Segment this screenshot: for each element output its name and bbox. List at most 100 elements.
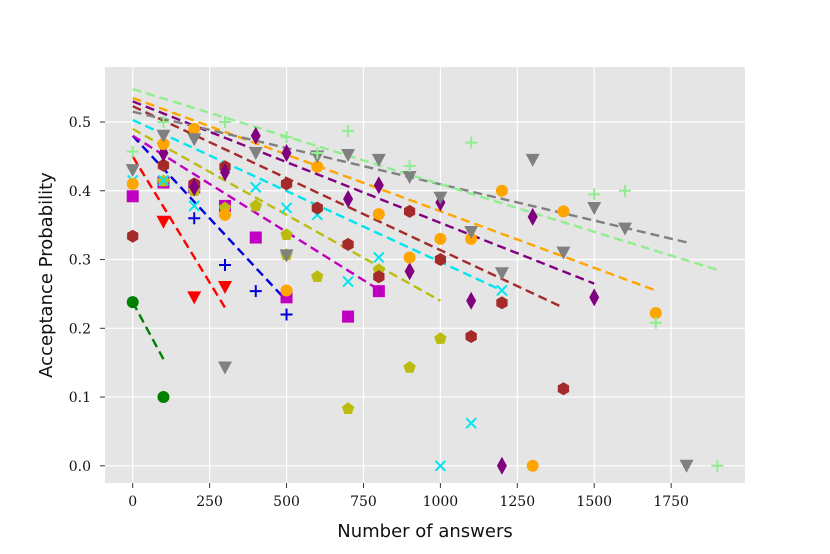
data-point — [679, 459, 694, 473]
data-point — [279, 249, 294, 263]
data-point — [125, 164, 140, 178]
data-point — [372, 208, 385, 221]
data-point — [494, 267, 509, 281]
data-point — [619, 184, 631, 197]
data-point — [466, 291, 477, 310]
data-point — [526, 459, 539, 472]
x-tick-label: 1000 — [423, 494, 459, 510]
data-point — [434, 332, 447, 344]
y-tick-label: 0.3 — [69, 253, 91, 269]
data-point — [342, 124, 355, 137]
data-point — [280, 308, 293, 321]
data-point — [126, 296, 139, 309]
data-point — [557, 382, 570, 396]
data-point — [220, 163, 230, 182]
data-point — [588, 188, 601, 201]
data-point — [557, 205, 570, 218]
data-point — [372, 285, 385, 298]
data-point — [496, 284, 508, 297]
data-point — [433, 191, 448, 205]
data-point — [465, 330, 477, 343]
data-point — [434, 253, 446, 266]
data-point — [587, 201, 602, 215]
fit-line — [132, 105, 564, 309]
data-point — [219, 208, 231, 221]
fit-line — [132, 87, 718, 271]
y-tick-label: 0.2 — [69, 321, 91, 337]
data-point — [311, 160, 324, 173]
data-point — [556, 246, 571, 260]
data-point — [188, 122, 201, 135]
data-point — [157, 174, 170, 187]
fit-line — [131, 155, 227, 309]
x-tick-label: 250 — [196, 494, 223, 510]
data-point — [434, 460, 447, 472]
data-point — [249, 231, 262, 244]
data-point — [218, 281, 232, 295]
data-point — [219, 259, 231, 272]
x-tick-label: 1250 — [499, 494, 535, 510]
data-point — [341, 149, 356, 163]
data-point — [649, 307, 662, 320]
data-point — [156, 215, 171, 229]
data-point — [373, 251, 385, 264]
fit-line — [132, 96, 657, 292]
y-tick-label: 0.5 — [69, 115, 91, 131]
data-point — [280, 228, 293, 240]
data-point — [126, 145, 139, 158]
data-point — [589, 288, 600, 307]
x-tick-label: 1750 — [653, 494, 689, 510]
plot-background — [105, 67, 745, 483]
y-tick-label: 0.4 — [69, 184, 91, 200]
data-point — [126, 190, 139, 203]
data-point — [525, 153, 540, 167]
data-point — [127, 229, 139, 243]
data-point — [404, 262, 415, 281]
fit-line — [132, 127, 441, 302]
data-point — [218, 361, 232, 375]
data-point — [341, 402, 355, 414]
data-point — [434, 232, 447, 245]
data-point — [496, 456, 507, 475]
data-point — [219, 116, 231, 129]
data-point — [343, 190, 354, 209]
fit-line — [132, 100, 595, 285]
data-point — [403, 361, 416, 373]
data-point — [187, 291, 202, 305]
data-point — [465, 417, 477, 429]
data-point — [126, 177, 139, 190]
data-point — [373, 270, 385, 284]
x-tick-label: 1500 — [576, 494, 612, 510]
data-point — [281, 143, 292, 162]
data-point — [465, 136, 478, 149]
data-point — [280, 202, 293, 214]
data-point — [527, 207, 538, 226]
data-point — [189, 178, 200, 197]
y-axis-ticks: 0.0 0.1 0.2 0.3 0.4 0.5 — [69, 115, 105, 475]
data-point — [495, 184, 508, 197]
data-point — [156, 129, 171, 143]
data-point — [402, 171, 417, 185]
data-point — [280, 284, 293, 297]
data-point — [157, 158, 170, 172]
data-points — [125, 116, 724, 475]
data-point — [618, 222, 632, 236]
data-point — [188, 212, 201, 225]
x-tick-label: 500 — [273, 494, 300, 510]
data-point — [250, 181, 262, 194]
data-point — [404, 204, 416, 218]
data-point — [249, 199, 262, 212]
data-point — [373, 176, 384, 195]
x-tick-label: 750 — [350, 494, 377, 510]
x-axis-ticks: 0 250 500 750 1000 1250 1500 1750 — [128, 483, 689, 510]
data-point — [250, 126, 261, 145]
fit-line — [131, 301, 165, 360]
data-point — [342, 237, 354, 251]
data-point — [157, 116, 170, 129]
x-tick-label: 0 — [128, 494, 137, 510]
data-point — [311, 201, 323, 215]
data-point — [342, 310, 355, 323]
fit-line — [132, 134, 380, 291]
data-point — [403, 251, 416, 264]
